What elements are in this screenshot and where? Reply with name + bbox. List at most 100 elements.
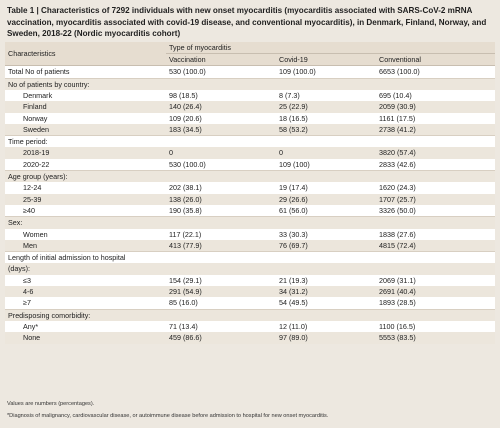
row-label: Finland — [5, 101, 166, 113]
table-row: Total No of patients 530 (100.0) 109 (100.… — [5, 65, 495, 79]
cell-covid-19: 109 (100) — [276, 158, 376, 171]
cell-conventional — [376, 308, 495, 321]
cell-vaccination: 154 (29.1) — [166, 274, 276, 287]
cell-covid-19: 109 (100.0) — [276, 65, 376, 79]
cell-covid-19: 58 (53.2) — [276, 123, 376, 136]
table-row: 25-39 138 (26.0) 29 (26.6) 1707 (25.7) — [5, 193, 495, 205]
cell-conventional: 1707 (25.7) — [376, 193, 495, 205]
row-label: 2020-22 — [5, 158, 166, 171]
row-label: (days): — [5, 263, 166, 275]
row-label: Men — [5, 239, 166, 252]
cell-covid-19: 12 (11.0) — [276, 320, 376, 333]
cell-conventional: 3820 (57.4) — [376, 147, 495, 159]
cell-conventional: 3326 (50.0) — [376, 204, 495, 217]
cell-vaccination — [166, 170, 276, 183]
cell-vaccination: 109 (20.6) — [166, 112, 276, 124]
table-row: None 459 (86.6) 97 (89.0) 5553 (83.5) — [5, 332, 495, 344]
cell-conventional: 1620 (24.3) — [376, 182, 495, 194]
row-label: Predisposing comorbidity: — [5, 308, 166, 321]
cell-covid-19: 54 (49.5) — [276, 297, 376, 310]
table-row: Women 117 (22.1) 33 (30.3) 1838 (27.6) — [5, 228, 495, 240]
row-label: None — [5, 332, 166, 344]
cell-vaccination — [166, 263, 276, 275]
table-row: 4-6 291 (54.9) 34 (31.2) 2691 (40.4) — [5, 286, 495, 298]
cell-covid-19: 29 (26.6) — [276, 193, 376, 205]
cell-conventional — [376, 216, 495, 229]
cell-conventional — [376, 251, 495, 264]
cell-vaccination: 71 (13.4) — [166, 320, 276, 333]
cell-conventional: 4815 (72.4) — [376, 239, 495, 252]
cell-vaccination: 530 (100.0) — [166, 158, 276, 171]
row-label: Total No of patients — [5, 65, 166, 79]
row-label: Age group (years): — [5, 170, 166, 183]
table-row: ≤3 154 (29.1) 21 (19.3) 2069 (31.1) — [5, 274, 495, 287]
header-conventional: Conventional — [376, 53, 495, 67]
cell-covid-19: 19 (17.4) — [276, 182, 376, 194]
row-label: Time period: — [5, 135, 166, 148]
table-row: Any* 71 (13.4) 12 (11.0) 1100 (16.5) — [5, 320, 495, 333]
row-label: 4-6 — [5, 286, 166, 298]
cell-covid-19: 18 (16.5) — [276, 112, 376, 124]
cell-conventional — [376, 77, 495, 90]
cell-conventional: 2069 (31.1) — [376, 274, 495, 287]
cell-conventional: 2691 (40.4) — [376, 286, 495, 298]
cell-conventional: 2738 (41.2) — [376, 123, 495, 136]
cell-vaccination: 530 (100.0) — [166, 65, 276, 79]
table-row: Age group (years): — [5, 170, 495, 183]
footnote-values: Values are numbers (percentages). — [7, 401, 95, 407]
cell-vaccination — [166, 77, 276, 90]
cell-vaccination: 202 (38.1) — [166, 182, 276, 194]
header-row-group: Characteristics Type of myocarditis — [5, 41, 495, 67]
cell-vaccination: 117 (22.1) — [166, 228, 276, 240]
cell-vaccination: 459 (86.6) — [166, 332, 276, 344]
cell-covid-19: 0 — [276, 147, 376, 159]
cell-covid-19 — [276, 135, 376, 148]
table-row: 2018-19 0 0 3820 (57.4) — [5, 147, 495, 159]
cell-covid-19: 34 (31.2) — [276, 286, 376, 298]
row-label: ≤3 — [5, 274, 166, 287]
table-row: ≥40 190 (35.8) 61 (56.0) 3326 (50.0) — [5, 204, 495, 217]
cell-covid-19: 21 (19.3) — [276, 274, 376, 287]
cell-conventional: 1161 (17.5) — [376, 112, 495, 124]
row-label: 12-24 — [5, 182, 166, 194]
cell-conventional — [376, 263, 495, 275]
table-row: Sweden 183 (34.5) 58 (53.2) 2738 (41.2) — [5, 123, 495, 136]
footnote-asterisk: *Diagnosis of malignancy, cardiovascular… — [7, 413, 329, 419]
cell-vaccination: 0 — [166, 147, 276, 159]
table-title: Table 1 | Characteristics of 7292 indivi… — [7, 6, 487, 39]
cell-conventional: 6653 (100.0) — [376, 65, 495, 79]
cell-conventional — [376, 170, 495, 183]
cell-covid-19: 76 (69.7) — [276, 239, 376, 252]
row-label: 25-39 — [5, 193, 166, 205]
cell-vaccination — [166, 251, 276, 264]
header-characteristics: Characteristics — [5, 41, 166, 67]
cell-covid-19 — [276, 170, 376, 183]
cell-vaccination: 98 (18.5) — [166, 89, 276, 102]
characteristics-table: Characteristics Type of myocarditis Vacc… — [5, 41, 495, 344]
header-type-of-myocarditis: Type of myocarditis — [166, 41, 495, 55]
table-row: Men 413 (77.9) 76 (69.7) 4815 (72.4) — [5, 239, 495, 252]
table-row: Norway 109 (20.6) 18 (16.5) 1161 (17.5) — [5, 112, 495, 124]
table-row: (days): — [5, 263, 495, 275]
row-label: Any* — [5, 320, 166, 333]
row-label: Sex: — [5, 216, 166, 229]
cell-vaccination: 413 (77.9) — [166, 239, 276, 252]
table-row: Finland 140 (26.4) 25 (22.9) 2059 (30.9) — [5, 101, 495, 113]
cell-vaccination — [166, 216, 276, 229]
row-label: Denmark — [5, 89, 166, 102]
cell-vaccination: 85 (16.0) — [166, 297, 276, 310]
table-row: 12-24 202 (38.1) 19 (17.4) 1620 (24.3) — [5, 182, 495, 194]
table-row: Denmark 98 (18.5) 8 (7.3) 695 (10.4) — [5, 89, 495, 102]
cell-covid-19: 25 (22.9) — [276, 101, 376, 113]
row-label: Norway — [5, 112, 166, 124]
cell-covid-19 — [276, 308, 376, 321]
cell-vaccination: 190 (35.8) — [166, 204, 276, 217]
cell-covid-19 — [276, 251, 376, 264]
table-row: No of patients by country: — [5, 77, 495, 90]
cell-conventional — [376, 135, 495, 148]
cell-covid-19 — [276, 216, 376, 229]
row-label: No of patients by country: — [5, 77, 166, 90]
table-row: ≥7 85 (16.0) 54 (49.5) 1893 (28.5) — [5, 297, 495, 310]
cell-conventional: 1893 (28.5) — [376, 297, 495, 310]
